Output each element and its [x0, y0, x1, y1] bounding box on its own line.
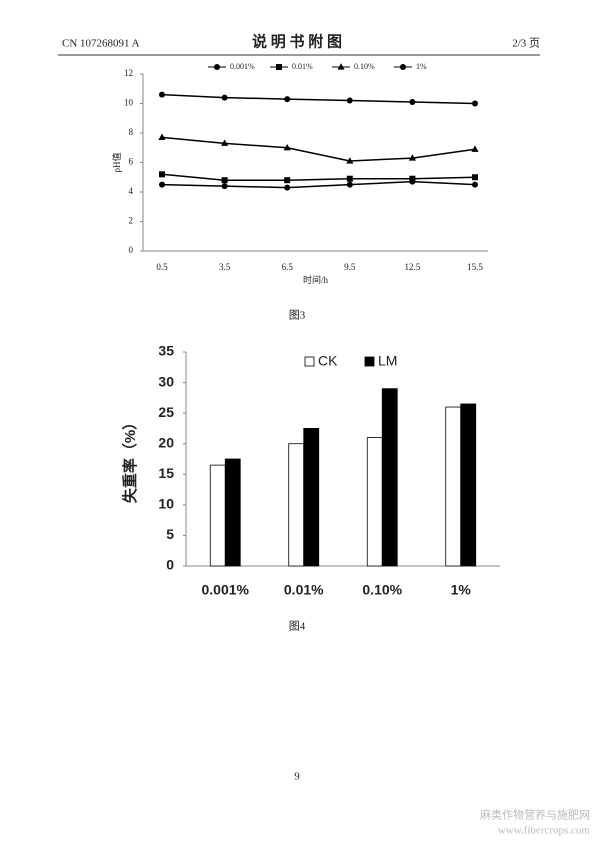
x-tick-label: 6.5 [282, 262, 294, 272]
marker [408, 154, 416, 161]
bar [381, 388, 398, 567]
marker [472, 100, 478, 107]
legend-marker [337, 63, 345, 70]
marker [346, 175, 353, 182]
legend-label: CK [318, 353, 338, 369]
line [161, 180, 476, 189]
y-tick-label: 12 [124, 68, 133, 78]
legend-marker [276, 64, 282, 70]
y-tick-label: 2 [129, 216, 134, 226]
x-tick-label: 15.5 [467, 262, 483, 272]
marker [472, 174, 478, 181]
y-tick-label: 8 [129, 127, 134, 137]
y-tick-label: 6 [129, 157, 134, 167]
marker [158, 133, 166, 141]
caption: 图4 [289, 620, 306, 633]
y-tick-label: 20 [158, 434, 174, 450]
marker [221, 177, 228, 184]
line [161, 93, 476, 105]
legend-marker [214, 64, 220, 70]
watermark-url: www.fibercrops.com [498, 825, 591, 837]
bar [445, 406, 462, 567]
bar [366, 437, 383, 567]
watermark: 麻类作物营养与施肥网 [480, 808, 590, 822]
marker [221, 183, 228, 190]
header-page: 2/3 页 [512, 38, 540, 50]
bar [303, 428, 320, 567]
header-title: 说 明 书 附 图 [252, 32, 342, 50]
patent-number: CN 107268091 A [62, 38, 140, 50]
marker [346, 97, 353, 104]
y-tick-label: 35 [158, 343, 174, 359]
x-tick-label: 3.5 [219, 262, 231, 272]
line [161, 136, 476, 162]
legend-label: LM [378, 353, 397, 369]
marker [159, 181, 165, 188]
marker [409, 99, 416, 106]
legend-label: 0.10% [354, 62, 375, 71]
marker [409, 175, 416, 182]
marker [159, 91, 165, 98]
x-tick-label: 0.5 [156, 262, 168, 272]
y-axis-label: pH值 [111, 153, 122, 173]
marker [221, 94, 228, 101]
y-tick-label: 0 [129, 245, 134, 255]
legend-swatch [304, 356, 315, 367]
page-number: 9 [294, 771, 300, 783]
marker [283, 143, 291, 151]
y-tick-label: 30 [158, 373, 174, 389]
line [161, 173, 476, 181]
marker [472, 181, 478, 188]
bar [209, 464, 226, 567]
x-tick-label: 1% [451, 582, 472, 598]
y-tick-label: 0 [166, 557, 174, 573]
y-tick-label: 4 [129, 186, 134, 196]
marker [346, 157, 354, 164]
x-tick-label: 12.5 [405, 262, 421, 272]
x-tick-label: 9.5 [344, 262, 356, 272]
marker [221, 139, 229, 146]
marker [284, 96, 291, 103]
legend-marker [400, 64, 406, 70]
legend-label: 0.01% [292, 62, 313, 71]
y-axis-label: 失重率（%） [121, 415, 139, 503]
y-tick-label: 10 [158, 496, 174, 512]
y-tick-label: 15 [158, 465, 174, 481]
legend-label: 1% [416, 62, 427, 71]
bar [460, 403, 477, 567]
marker [284, 177, 291, 184]
legend-swatch [364, 356, 375, 367]
caption: 图3 [289, 309, 306, 322]
x-tick-label: 0.01% [284, 582, 324, 598]
marker [346, 181, 353, 188]
marker [284, 184, 291, 191]
y-tick-label: 5 [166, 526, 174, 542]
marker [471, 145, 479, 152]
y-tick-label: 25 [158, 404, 174, 420]
bar [224, 458, 241, 567]
x-tick-label: 0.001% [202, 582, 250, 598]
y-tick-label: 10 [124, 98, 134, 108]
chart: 0 5 10 15 20 25 30 35 失重率（%） 0.001% 0.01% 0.10% 1% CK… [121, 343, 500, 598]
marker [159, 171, 165, 178]
bar [288, 443, 305, 567]
legend-label: 0.001% [230, 62, 255, 71]
x-tick-label: 0.10% [362, 582, 402, 598]
x-axis-label: 时间/h [303, 274, 329, 285]
